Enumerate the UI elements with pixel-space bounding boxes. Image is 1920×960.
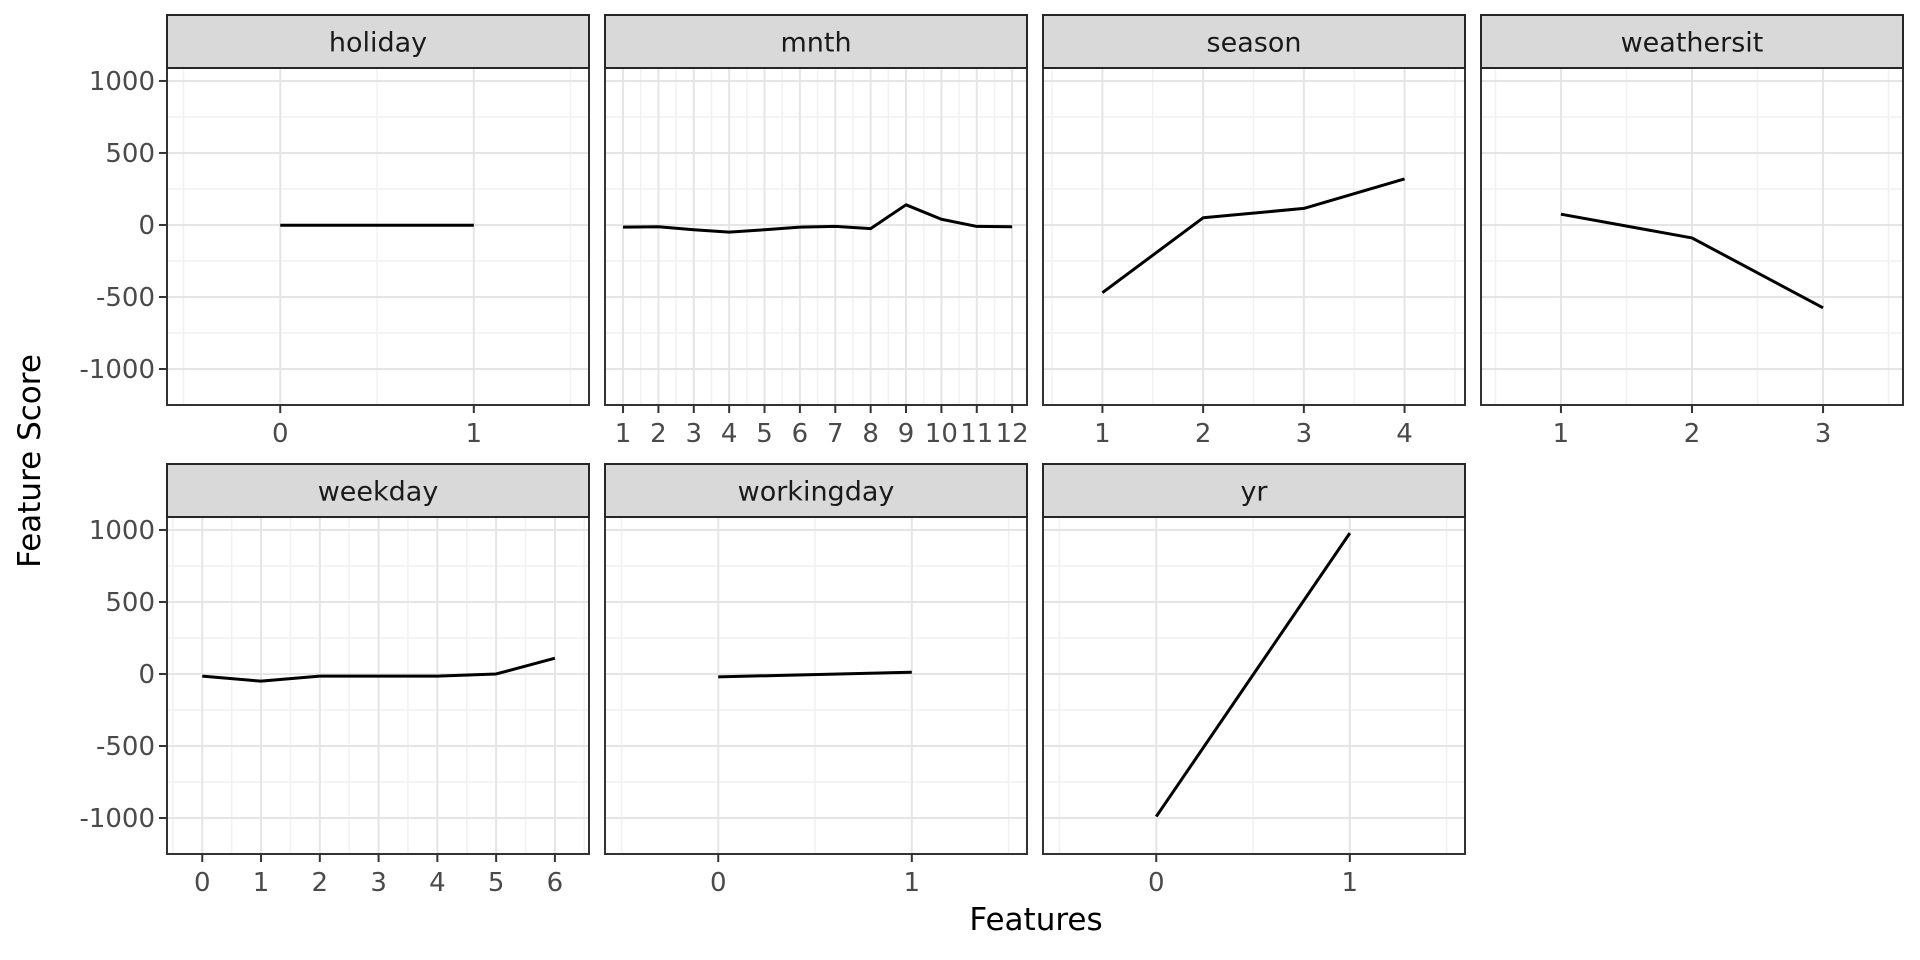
- facet-strip: [1042, 463, 1466, 518]
- x-tick-label: 1: [1094, 419, 1111, 449]
- facet-workingday: workingday 0 1: [604, 463, 1028, 898]
- facet-weathersit: weathersit 1 2 3: [1480, 14, 1904, 449]
- data-line-weathersit: [1560, 212, 1824, 310]
- x-tick-label: 8: [862, 419, 879, 449]
- x-tick-label: 2: [1195, 419, 1212, 449]
- x-tick-label: 3: [1296, 419, 1313, 449]
- facet-season: season 1 2 3 4: [1042, 14, 1466, 449]
- facet-weekday: weekday 0 1 2 3 4 5 6 1000 500 0 -500 -1000: [79, 463, 590, 898]
- y-tick-label: 500: [105, 588, 155, 618]
- x-tick-label: 1: [1553, 419, 1570, 449]
- x-tick-label: 7: [827, 419, 844, 449]
- x-tick-label: 11: [960, 419, 993, 449]
- x-tick-label: 0: [272, 419, 289, 449]
- y-tick-label: 1000: [89, 67, 155, 97]
- x-axis-title: Features: [969, 902, 1103, 938]
- x-tick-label: 6: [547, 868, 564, 898]
- facet-strip-label: holiday: [329, 28, 427, 59]
- facet-strip-label: yr: [1240, 477, 1268, 508]
- data-line-mnth: [623, 203, 1013, 234]
- x-tick-label: 4: [1396, 419, 1413, 449]
- x-tick-label: 6: [792, 419, 809, 449]
- y-tick-label: 0: [138, 211, 155, 241]
- facet-strip: [166, 463, 590, 518]
- panel-background: [605, 517, 1027, 854]
- x-tick-label: 2: [312, 868, 329, 898]
- facet-strip-label: weekday: [318, 477, 439, 508]
- data-line-season: [1101, 177, 1405, 294]
- data-line-weekday: [202, 656, 556, 683]
- x-tick-label: 5: [756, 419, 773, 449]
- data-line-yr: [1155, 532, 1352, 818]
- facet-holiday: holiday 0 1 1000 500 0 -500 -1000: [79, 14, 590, 449]
- x-tick-label: 1: [466, 419, 483, 449]
- x-tick-label: 2: [1684, 419, 1701, 449]
- y-tick-label: 1000: [89, 516, 155, 546]
- x-tick-label: 1: [904, 868, 921, 898]
- y-axis-title: Feature Score: [12, 354, 48, 568]
- facet-strip: [604, 463, 1028, 518]
- facet-yr: yr 0 1: [1042, 463, 1466, 898]
- x-tick-label: 12: [996, 419, 1029, 449]
- x-tick-label: 1: [1342, 868, 1359, 898]
- facet-strip: [604, 14, 1028, 69]
- x-tick-label: 5: [488, 868, 505, 898]
- facet-strip: [166, 14, 590, 69]
- x-tick-label: 3: [686, 419, 703, 449]
- x-tick-label: 1: [253, 868, 270, 898]
- x-tick-label: 9: [898, 419, 915, 449]
- x-tick-label: 10: [925, 419, 958, 449]
- y-tick-label: -500: [96, 283, 155, 313]
- x-tick-label: 0: [710, 868, 727, 898]
- y-tick-label: -1000: [79, 804, 155, 834]
- y-tick-label: -500: [96, 732, 155, 762]
- panel-background: [167, 68, 589, 405]
- facet-strip: [1480, 14, 1904, 69]
- x-tick-label: 3: [1815, 419, 1832, 449]
- facet-strip-label: workingday: [738, 477, 895, 508]
- facet-strip: [1042, 14, 1466, 69]
- x-tick-label: 2: [650, 419, 667, 449]
- panel-background: [605, 68, 1027, 405]
- data-line-workingday: [718, 670, 912, 679]
- facet-strip-label: mnth: [780, 28, 851, 59]
- facet-strip-label: weathersit: [1621, 28, 1764, 59]
- x-tick-label: 3: [370, 868, 387, 898]
- x-tick-label: 4: [429, 868, 446, 898]
- facet-strip-label: season: [1207, 28, 1302, 59]
- y-tick-label: 500: [105, 139, 155, 169]
- x-tick-label: 0: [1148, 868, 1165, 898]
- panel-background: [1043, 517, 1465, 854]
- y-tick-label: -1000: [79, 355, 155, 385]
- x-tick-label: 1: [615, 419, 632, 449]
- y-tick-label: 0: [138, 660, 155, 690]
- x-tick-label: 4: [721, 419, 738, 449]
- x-tick-label: 0: [194, 868, 211, 898]
